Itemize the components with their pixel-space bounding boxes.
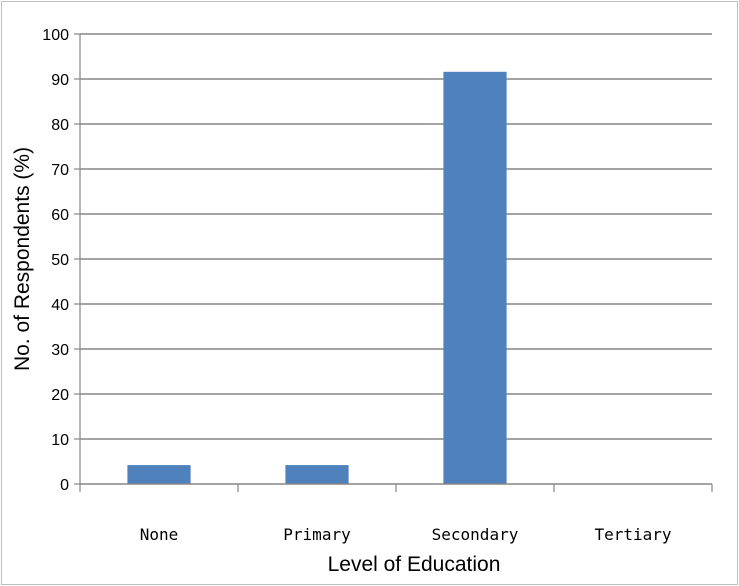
y-tick-label: 60 [51, 207, 69, 224]
x-tick-label: Secondary [432, 525, 519, 544]
bar-none [127, 465, 191, 484]
y-tick-label: 100 [42, 27, 69, 44]
x-tick-label: Tertiary [594, 525, 671, 544]
y-axis-title: No. of Respondents (%) [11, 147, 34, 371]
x-axis-title: Level of Education [328, 553, 501, 576]
bars [127, 71, 507, 485]
x-tick-label: Primary [283, 525, 351, 544]
y-tick-label: 30 [51, 342, 69, 359]
y-tick-label: 10 [51, 432, 69, 449]
x-tick-labels: None Primary Secondary Tertiary [140, 525, 672, 544]
y-tick-label: 40 [51, 297, 69, 314]
axes [79, 34, 713, 492]
bar-secondary [443, 71, 507, 485]
gridlines [74, 33, 712, 485]
bar-primary [285, 465, 349, 484]
y-tick-label: 80 [51, 117, 69, 134]
y-tick-label: 90 [51, 72, 69, 89]
y-tick-labels: 0 10 20 30 40 50 60 70 80 90 100 [42, 27, 69, 494]
y-tick-label: 50 [51, 252, 69, 269]
y-tick-label: 20 [51, 387, 69, 404]
x-tick-label: None [140, 525, 179, 544]
y-tick-label: 0 [60, 477, 69, 494]
y-tick-label: 70 [51, 162, 69, 179]
